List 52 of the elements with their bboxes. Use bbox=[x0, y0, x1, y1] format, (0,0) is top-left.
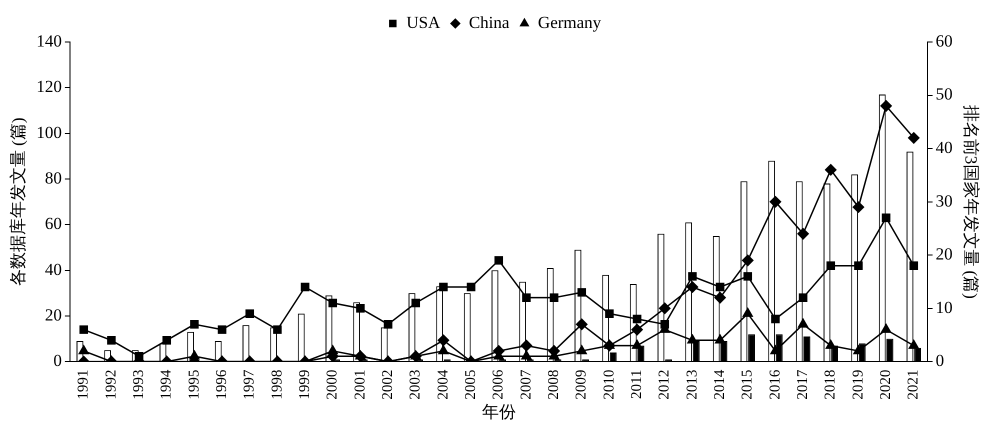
x-tick-label: 2015 bbox=[740, 370, 756, 400]
x-tick-label: 2002 bbox=[380, 370, 396, 400]
x-tick-label: 2000 bbox=[324, 370, 341, 400]
x-tick-label: 1993 bbox=[131, 370, 148, 400]
x-tick-label: 2019 bbox=[850, 370, 866, 400]
legend-label: USA bbox=[406, 12, 442, 32]
legend-label: China bbox=[468, 12, 510, 32]
x-tick-label: 2017 bbox=[795, 369, 812, 400]
y2-axis-title: 排名前3国家年发文量 (篇) bbox=[961, 104, 980, 299]
y-tick-label: 120 bbox=[36, 77, 62, 96]
x-tick-label: 2005 bbox=[463, 370, 480, 400]
y-tick-label: 0 bbox=[53, 351, 62, 370]
y-tick-label: 60 bbox=[44, 214, 62, 234]
x-tick-label: 1998 bbox=[269, 370, 286, 400]
x-tick-label: 2012 bbox=[656, 370, 673, 400]
x-tick-label: 2007 bbox=[518, 369, 534, 400]
x-tick-label: 1994 bbox=[158, 369, 175, 400]
y2-tick-label: 10 bbox=[936, 298, 953, 317]
y-axis-title: 各数据库年发文量 (篇) bbox=[8, 118, 28, 286]
x-tick-label: 2004 bbox=[435, 369, 452, 400]
y2-tick-label: 60 bbox=[936, 31, 953, 50]
y2-tick-label: 50 bbox=[936, 84, 953, 104]
x-tick-label: 1997 bbox=[242, 369, 258, 400]
x-tick-label: 2003 bbox=[408, 370, 424, 400]
x-tick-label: 1995 bbox=[186, 370, 202, 400]
x-tick-label: 2020 bbox=[878, 370, 894, 400]
x-tick-label: 1999 bbox=[297, 370, 314, 400]
x-tick-label: 2018 bbox=[822, 370, 839, 400]
x-tick-label: 1992 bbox=[103, 370, 120, 400]
x-tick-label: 2010 bbox=[601, 370, 618, 400]
y2-tick-label: 0 bbox=[936, 351, 944, 370]
x-tick-label: 2008 bbox=[546, 370, 562, 400]
x-tick-label: 1991 bbox=[76, 370, 92, 400]
x-tick-label: 2021 bbox=[906, 370, 922, 400]
y2-tick-label: 30 bbox=[936, 191, 953, 210]
y-tick-label: 140 bbox=[36, 31, 62, 50]
x-tick-label: 2016 bbox=[767, 369, 784, 400]
legend-label: Germany bbox=[538, 12, 602, 32]
y-tick-label: 100 bbox=[36, 122, 62, 142]
y2-tick-label: 40 bbox=[936, 138, 953, 157]
y-tick-label: 80 bbox=[44, 168, 62, 188]
x-tick-label: 2013 bbox=[684, 370, 700, 400]
x-tick-label: 2006 bbox=[490, 369, 507, 400]
x-axis-title: 年份 bbox=[482, 402, 516, 422]
y-tick-label: 40 bbox=[44, 260, 62, 279]
x-tick-label: 2014 bbox=[712, 369, 728, 400]
x-tick-label: 2009 bbox=[574, 370, 590, 400]
x-tick-label: 1996 bbox=[214, 369, 230, 400]
y2-tick-label: 20 bbox=[936, 244, 953, 264]
x-tick-label: 2011 bbox=[629, 370, 646, 400]
y-tick-label: 20 bbox=[44, 305, 62, 324]
x-tick-label: 2001 bbox=[352, 370, 368, 400]
